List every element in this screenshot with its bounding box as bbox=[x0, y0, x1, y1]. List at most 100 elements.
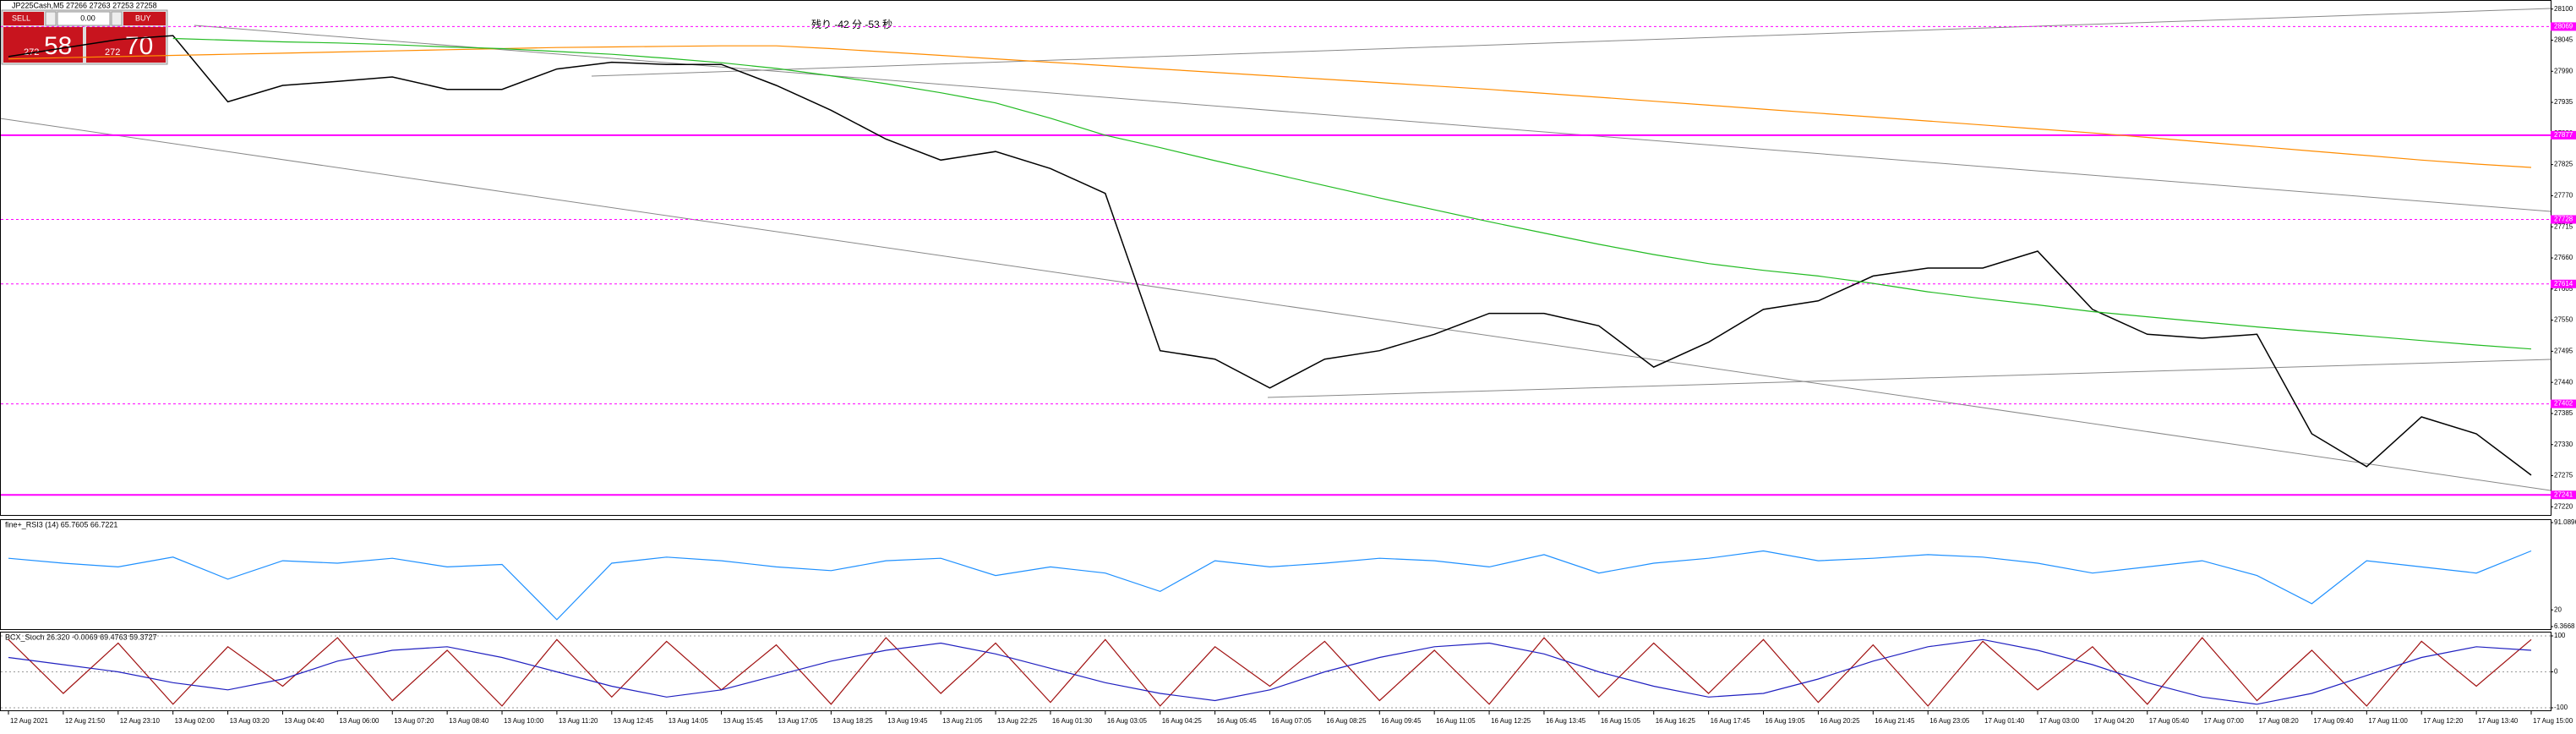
lots-down[interactable] bbox=[45, 11, 57, 26]
x-tick-label: 17 Aug 09:40 bbox=[2313, 717, 2354, 725]
x-tick-label: 16 Aug 04:25 bbox=[1162, 717, 1203, 725]
x-tick-label: 16 Aug 03:05 bbox=[1107, 717, 1148, 725]
x-tick-label: 13 Aug 15:45 bbox=[723, 717, 764, 725]
y-tick-label: 6.3668 bbox=[2554, 622, 2575, 630]
y-tick-label: 27825 bbox=[2554, 161, 2573, 168]
series-line bbox=[8, 638, 2532, 705]
y-tick-label: 100 bbox=[2554, 632, 2566, 639]
y-tick-label: 27550 bbox=[2554, 316, 2573, 324]
y-tick-label: 20 bbox=[2554, 605, 2562, 613]
countdown: 残り -42 分 -53 秒 bbox=[811, 19, 892, 30]
trend-line bbox=[0, 118, 2551, 491]
x-tick-label: 13 Aug 04:40 bbox=[284, 717, 325, 725]
series-line bbox=[8, 45, 2532, 168]
y-tick-label: 27440 bbox=[2554, 378, 2573, 386]
series-line bbox=[8, 35, 2532, 476]
x-tick-label: 13 Aug 02:00 bbox=[175, 717, 216, 725]
x-tick-label: 17 Aug 04:20 bbox=[2094, 717, 2135, 725]
y-tick-label: 27770 bbox=[2554, 192, 2573, 200]
y-tick-label: 27385 bbox=[2554, 409, 2573, 417]
level-tag bbox=[2551, 279, 2576, 288]
level-label: 27877 bbox=[2554, 131, 2573, 139]
level-label: 27402 bbox=[2554, 400, 2573, 408]
x-tick-label: 13 Aug 07:20 bbox=[394, 717, 434, 725]
sell-price-big[interactable]: 272 bbox=[24, 47, 39, 58]
x-tick-label: 16 Aug 15:05 bbox=[1601, 717, 1641, 725]
level-label: 27614 bbox=[2554, 280, 2573, 288]
x-tick-label: 12 Aug 21:50 bbox=[65, 717, 106, 725]
x-tick-label: 16 Aug 13:45 bbox=[1546, 717, 1586, 725]
x-tick-label: 16 Aug 23:05 bbox=[1929, 717, 1970, 725]
y-tick-label: 0 bbox=[2554, 668, 2558, 676]
y-tick-label: 27495 bbox=[2554, 347, 2573, 354]
trade-panel: SELL 0.00 BUY 272 58 272 70 bbox=[1, 9, 168, 65]
x-tick-label: 13 Aug 10:00 bbox=[504, 717, 544, 725]
x-tick-label: 16 Aug 20:25 bbox=[1820, 717, 1860, 725]
series-line bbox=[8, 550, 2532, 621]
x-tick-label: 16 Aug 17:45 bbox=[1711, 717, 1751, 725]
level-tag bbox=[2551, 399, 2576, 408]
level-label: 27728 bbox=[2554, 216, 2573, 223]
series-line bbox=[172, 37, 2532, 350]
buy-label[interactable]: BUY bbox=[135, 14, 151, 22]
level-tag bbox=[2551, 215, 2576, 224]
y-tick-label: -100 bbox=[2554, 704, 2568, 711]
level-label: 27241 bbox=[2554, 490, 2573, 498]
x-tick-label: 13 Aug 11:20 bbox=[559, 717, 598, 725]
sell-label[interactable]: SELL bbox=[12, 14, 30, 22]
x-tick-label: 16 Aug 09:45 bbox=[1381, 717, 1422, 725]
stoch-title: BCX_Stoch 26.320 -0.0069 69.4763 59.3727 bbox=[5, 633, 157, 641]
lots-up[interactable] bbox=[111, 11, 123, 26]
x-tick-label: 17 Aug 13:40 bbox=[2478, 717, 2519, 725]
x-tick-label: 13 Aug 17:05 bbox=[778, 717, 818, 725]
x-tick-label: 17 Aug 05:40 bbox=[2149, 717, 2190, 725]
trend-line bbox=[1267, 359, 2551, 398]
x-tick-label: 16 Aug 07:05 bbox=[1272, 717, 1313, 725]
rsi-title: fine+_RSI3 (14) 65.7605 66.7221 bbox=[5, 520, 117, 529]
trend-line bbox=[194, 25, 2551, 212]
x-tick-label: 17 Aug 11:00 bbox=[2368, 717, 2408, 725]
x-tick-label: 16 Aug 16:25 bbox=[1656, 717, 1696, 725]
series-line bbox=[8, 637, 2532, 707]
buy-button[interactable] bbox=[123, 12, 166, 25]
y-tick-label: 27990 bbox=[2554, 67, 2573, 74]
lots-input[interactable] bbox=[57, 11, 111, 26]
x-tick-label: 13 Aug 14:05 bbox=[669, 717, 709, 725]
x-tick-label: 13 Aug 06:00 bbox=[339, 717, 379, 725]
y-tick-label: 91.0896 bbox=[2554, 518, 2576, 526]
x-tick-label: 16 Aug 12:25 bbox=[1491, 717, 1531, 725]
x-tick-label: 16 Aug 08:25 bbox=[1326, 717, 1367, 725]
chart-title: JP225Cash,M5 27266 27263 27253 27258 bbox=[12, 1, 157, 9]
x-tick-label: 16 Aug 21:45 bbox=[1875, 717, 1915, 725]
level-tag bbox=[2551, 130, 2576, 140]
x-tick-label: 13 Aug 03:20 bbox=[230, 717, 270, 725]
buy-price-big[interactable]: 272 bbox=[105, 47, 120, 58]
y-tick-label: 27275 bbox=[2554, 472, 2573, 479]
sell-button[interactable] bbox=[3, 12, 44, 25]
level-tag bbox=[2551, 22, 2576, 31]
y-tick-label: 27660 bbox=[2554, 254, 2573, 261]
rsi-frame bbox=[0, 519, 2551, 630]
x-tick-label: 16 Aug 05:45 bbox=[1217, 717, 1258, 725]
x-tick-label: 13 Aug 21:05 bbox=[942, 717, 983, 725]
x-tick-label: 16 Aug 11:05 bbox=[1436, 717, 1476, 725]
x-tick-label: 17 Aug 07:00 bbox=[2204, 717, 2245, 725]
level-label: 28069 bbox=[2554, 23, 2573, 30]
y-tick-label: 28100 bbox=[2554, 5, 2573, 13]
x-tick-label: 17 Aug 15:00 bbox=[2533, 717, 2573, 725]
x-tick-label: 12 Aug 23:10 bbox=[120, 717, 161, 725]
sell-price-small[interactable]: 58 bbox=[44, 32, 72, 60]
x-tick-label: 13 Aug 22:25 bbox=[997, 717, 1038, 725]
x-tick-label: 13 Aug 18:25 bbox=[832, 717, 873, 725]
x-tick-label: 16 Aug 19:05 bbox=[1766, 717, 1806, 725]
buy-price-small[interactable]: 70 bbox=[125, 32, 153, 60]
lots-value[interactable]: 0.00 bbox=[80, 14, 96, 22]
x-tick-label: 12 Aug 2021 bbox=[10, 717, 48, 725]
x-tick-label: 13 Aug 19:45 bbox=[887, 717, 928, 725]
x-tick-label: 17 Aug 03:00 bbox=[2039, 717, 2080, 725]
x-tick-label: 17 Aug 08:20 bbox=[2259, 717, 2300, 725]
sell-price-box[interactable] bbox=[3, 27, 83, 63]
